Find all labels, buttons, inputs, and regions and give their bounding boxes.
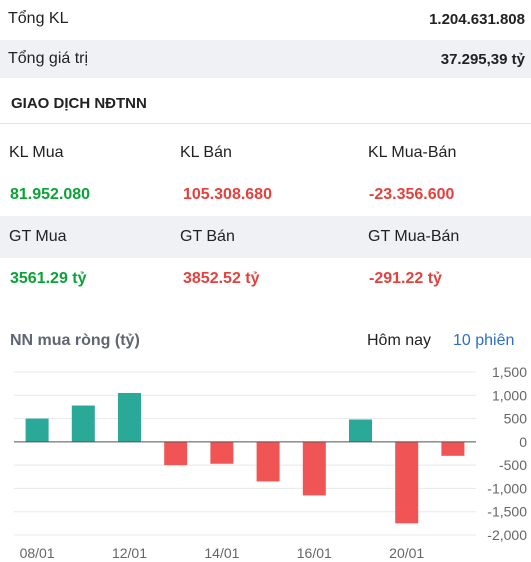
x-tick-label: 16/01 (297, 545, 332, 561)
kl-net-label: KL Mua-Bán (368, 144, 457, 161)
kl-sell-value: 105.308.680 (183, 186, 272, 203)
gt-buy-label: GT Mua (9, 228, 67, 245)
y-tick-label: -2,000 (487, 527, 527, 543)
bar (25, 418, 49, 442)
gt-values-row: 3561.29 tỷ 3852.52 tỷ -291.22 tỷ (0, 258, 531, 300)
total-value-row: Tổng giá trị 37.295,39 tỷ (0, 40, 531, 78)
y-tick-label: -1,000 (487, 480, 527, 496)
y-tick-label: 0 (519, 434, 527, 450)
y-tick-label: 1,500 (492, 364, 527, 380)
y-tick-label: -1,500 (487, 504, 527, 520)
kl-net-value: -23.356.600 (369, 186, 455, 203)
gt-net-label: GT Mua-Bán (368, 228, 460, 245)
bar (395, 441, 419, 524)
gt-labels-row: GT Mua GT Bán GT Mua-Bán (0, 216, 531, 258)
y-tick-label: 500 (504, 411, 528, 427)
total-volume-value: 1.204.631.808 (429, 10, 525, 28)
x-tick-label: 14/01 (204, 545, 239, 561)
y-tick-label: -500 (499, 457, 527, 473)
x-tick-label: 12/01 (112, 545, 147, 561)
bar (118, 392, 141, 442)
x-tick-label: 20/01 (389, 545, 424, 561)
x-tick-label: 08/01 (20, 545, 55, 561)
bar (71, 405, 95, 442)
chart-header: NN mua ròng (tỷ) Hôm nay 10 phiên (0, 322, 531, 358)
chart-title: NN mua ròng (tỷ) (10, 332, 140, 349)
kl-labels-row: KL Mua KL Bán KL Mua-Bán (0, 132, 531, 174)
bar (164, 441, 188, 466)
gt-sell-value: 3852.52 tỷ (183, 270, 260, 287)
tab-today[interactable]: Hôm nay (367, 332, 432, 349)
gt-buy-value: 3561.29 tỷ (10, 270, 87, 287)
total-volume-row: Tổng KL 1.204.631.808 (0, 0, 531, 38)
gt-sell-label: GT Bán (180, 228, 235, 245)
foreign-trading-title: GIAO DỊCH NĐTNN (0, 84, 531, 124)
bar (441, 441, 465, 456)
kl-buy-value: 81.952.080 (10, 186, 91, 203)
kl-values-row: 81.952.080 105.308.680 -23.356.600 (0, 174, 531, 216)
gt-net-value: -291.22 tỷ (369, 270, 442, 287)
net-buy-chart: 1,500 1,000 500 0 -500 -1,000 -1,500 -2,000 08/0… (14, 364, 528, 561)
total-volume-label: Tổng KL (8, 10, 69, 27)
kl-buy-label: KL Mua (9, 144, 64, 161)
bar (349, 419, 372, 442)
kl-sell-label: KL Bán (180, 144, 232, 161)
bar (302, 441, 326, 496)
bar (256, 441, 280, 482)
y-tick-label: 1,000 (492, 387, 527, 403)
total-value-label: Tổng giá trị (8, 50, 89, 67)
total-value-value: 37.295,39 tỷ (440, 50, 525, 68)
tab-10-sessions[interactable]: 10 phiên (453, 332, 515, 349)
bar (210, 441, 234, 464)
